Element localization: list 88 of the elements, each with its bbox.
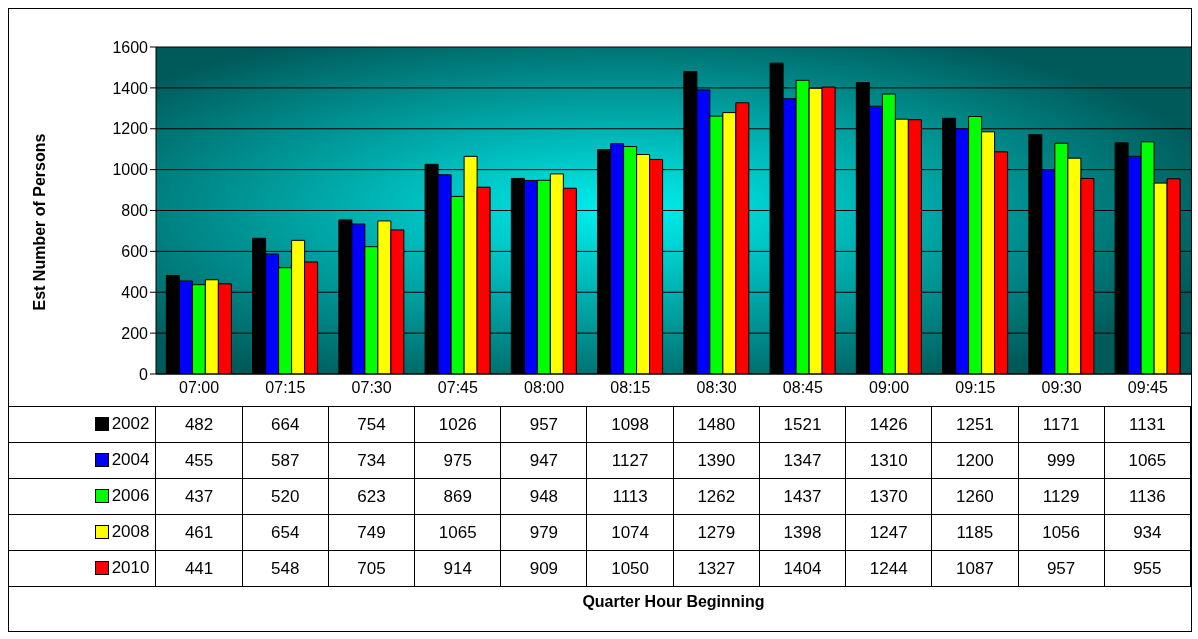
data-label: 957	[500, 406, 587, 443]
x-tick-label: 08:15	[610, 379, 651, 397]
y-tick-label: 1600	[112, 38, 149, 56]
data-label: 749	[328, 514, 415, 551]
data-label: 1347	[759, 442, 846, 479]
data-label: 1279	[673, 514, 760, 551]
data-label: 947	[500, 442, 587, 479]
data-label: 1260	[931, 478, 1018, 515]
text: Quarter Hour Beginning	[581, 593, 766, 611]
data-label: 1521	[759, 406, 846, 443]
x-tick-label: 08:00	[524, 379, 565, 397]
x-tick-label: 07:45	[437, 379, 478, 397]
data-label: 1127	[586, 442, 674, 479]
data-label: 1251	[931, 406, 1018, 443]
x-tick-label: 09:45	[1127, 379, 1168, 397]
data-label: 1087	[931, 550, 1018, 587]
data-label: 1398	[759, 514, 846, 551]
y-tick-label: 200	[121, 324, 149, 342]
data-label: 664	[242, 406, 329, 443]
data-label: 1200	[931, 442, 1018, 479]
data-label: 1247	[845, 514, 932, 551]
x-tick-label: 08:45	[782, 379, 823, 397]
data-label: 948	[500, 478, 587, 515]
y-tick-label: 400	[121, 283, 149, 301]
x-tick-label: 07:30	[351, 379, 392, 397]
data-label: 1262	[673, 478, 760, 515]
data-label: 957	[1018, 550, 1105, 587]
data-label: 1113	[586, 478, 674, 515]
y-tick-label: 1400	[112, 79, 149, 97]
legend-label: 2004	[111, 449, 150, 470]
data-label: 1244	[845, 550, 932, 587]
data-label: 623	[328, 478, 415, 515]
data-label: 1426	[845, 406, 932, 443]
legend-label: 2006	[111, 485, 150, 506]
data-label: 520	[242, 478, 329, 515]
legend-label: 2010	[111, 557, 150, 578]
y-tick-label: 800	[121, 202, 149, 220]
y-axis-title: Est Number of Persons	[30, 133, 48, 311]
data-label: 1480	[673, 406, 760, 443]
data-label: 1098	[586, 406, 674, 443]
data-label: 482	[155, 406, 243, 443]
data-label: 1065	[414, 514, 501, 551]
data-label: 1056	[1018, 514, 1105, 551]
data-label: 1129	[1018, 478, 1105, 515]
data-label: 1050	[586, 550, 674, 587]
data-label: 869	[414, 478, 501, 515]
data-label: 1390	[673, 442, 760, 479]
data-label: 1074	[586, 514, 674, 551]
data-label: 1065	[1104, 442, 1191, 479]
data-label: 934	[1104, 514, 1191, 551]
data-label: 975	[414, 442, 501, 479]
data-label: 1185	[931, 514, 1018, 551]
legend-label: 2008	[111, 521, 150, 542]
data-label: 999	[1018, 442, 1105, 479]
data-label: 1026	[414, 406, 501, 443]
data-label: 654	[242, 514, 329, 551]
data-label: 1370	[845, 478, 932, 515]
y-tick-label: 0	[139, 365, 149, 383]
data-label: 548	[242, 550, 329, 587]
data-label: 1437	[759, 478, 846, 515]
y-tick-label: 1200	[112, 120, 149, 138]
data-label: 754	[328, 406, 415, 443]
y-tick-label: 600	[121, 243, 149, 261]
data-label: 705	[328, 550, 415, 587]
data-label: 441	[155, 550, 243, 587]
y-tick-label: 1000	[112, 161, 149, 179]
legend-label: 2002	[111, 413, 150, 434]
data-label: 955	[1104, 550, 1191, 587]
data-label: 1327	[673, 550, 760, 587]
x-tick-label: 09:30	[1041, 379, 1082, 397]
data-label: 1404	[759, 550, 846, 587]
data-label: 1171	[1018, 406, 1105, 443]
x-tick-label: 09:15	[955, 379, 996, 397]
data-label: 979	[500, 514, 587, 551]
data-label: 1131	[1104, 406, 1191, 443]
data-label: 914	[414, 550, 501, 587]
data-label: 455	[155, 442, 243, 479]
data-label: 1310	[845, 442, 932, 479]
x-tick-label: 08:30	[696, 379, 737, 397]
x-tick-label: 07:00	[179, 379, 220, 397]
data-label: 587	[242, 442, 329, 479]
data-label: 734	[328, 442, 415, 479]
x-tick-label: 07:15	[265, 379, 306, 397]
data-label: 461	[155, 514, 243, 551]
data-label: 1136	[1104, 478, 1191, 515]
data-label: 909	[500, 550, 587, 587]
data-label: 437	[155, 478, 243, 515]
x-tick-label: 09:00	[869, 379, 910, 397]
